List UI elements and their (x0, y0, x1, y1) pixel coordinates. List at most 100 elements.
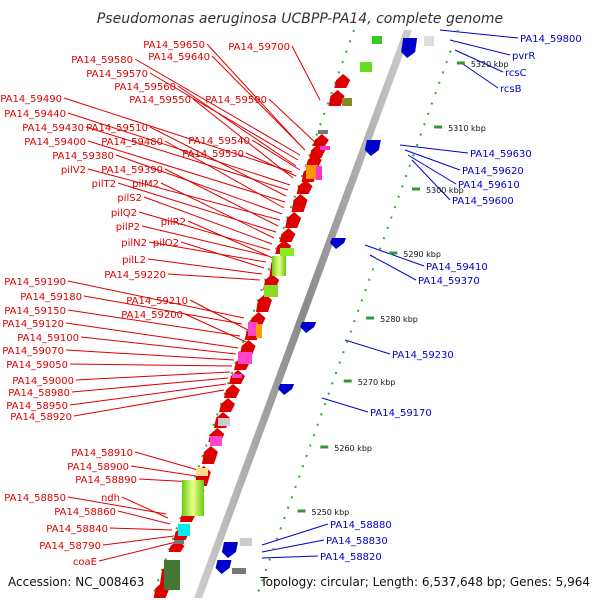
feature-block[interactable] (256, 324, 262, 338)
gene-label-left[interactable]: PA14_59550 (129, 95, 191, 106)
gene-label-left[interactable]: PA14_59700 (228, 42, 290, 53)
gene-label-left[interactable]: PA14_58980 (8, 388, 70, 399)
feature-block[interactable] (232, 374, 242, 378)
gene-arrow-reverse[interactable] (364, 140, 381, 156)
gene-label-left[interactable]: PA14_58900 (67, 462, 129, 473)
gene-label-left[interactable]: PA14_58890 (75, 475, 137, 486)
gene-label-left[interactable]: pilR2 (161, 217, 186, 228)
gene-label-right[interactable]: pvrR (512, 51, 535, 62)
gene-label-left[interactable]: PA14_59380 (52, 151, 114, 162)
gene-arrow-reverse[interactable] (221, 542, 238, 558)
gene-label-left[interactable]: PA14_59640 (148, 52, 210, 63)
feature-block[interactable] (238, 352, 252, 364)
gene-label-left[interactable]: pilN2 (121, 238, 147, 249)
gene-label-left[interactable]: PA14_59200 (121, 310, 183, 321)
gene-label-left[interactable]: PA14_59480 (101, 137, 163, 148)
gene-label-left[interactable]: PA14_59490 (0, 94, 62, 105)
gene-label-left[interactable]: PA14_59400 (24, 137, 86, 148)
gene-label-left[interactable]: PA14_59220 (104, 270, 166, 281)
gene-label-left[interactable]: PA14_59570 (86, 69, 148, 80)
gene-label-left[interactable]: PA14_59190 (4, 277, 66, 288)
gene-label-left[interactable]: PA14_58910 (71, 448, 133, 459)
gene-label-left[interactable]: PA14_59070 (2, 346, 64, 357)
gene-arrow-reverse[interactable] (401, 38, 418, 58)
feature-block[interactable] (318, 130, 328, 134)
gene-label-left[interactable]: pilT2 (92, 179, 116, 190)
gene-label-left[interactable]: PA14_59120 (2, 319, 64, 330)
feature-block[interactable] (316, 166, 322, 180)
gene-label-left[interactable]: PA14_59100 (17, 333, 79, 344)
feature-block[interactable] (182, 480, 204, 516)
feature-block[interactable] (424, 36, 434, 46)
feature-block[interactable] (320, 146, 330, 150)
gene-label-left[interactable]: PA14_59000 (12, 376, 74, 387)
feature-block[interactable] (218, 418, 230, 426)
gene-arrow-forward[interactable] (305, 154, 322, 168)
gene-label-right[interactable]: PA14_59600 (452, 196, 514, 207)
gene-label-right[interactable]: PA14_58880 (330, 520, 392, 531)
gene-label-right[interactable]: PA14_59230 (392, 350, 454, 361)
gene-arrow-forward[interactable] (285, 212, 302, 228)
gene-label-left[interactable]: pilL2 (122, 255, 146, 266)
gene-label-right[interactable]: rcsB (500, 84, 522, 95)
feature-block[interactable] (178, 524, 190, 536)
gene-label-left[interactable]: PA14_59440 (4, 109, 66, 120)
feature-block[interactable] (272, 256, 286, 276)
gene-arrow-forward[interactable] (201, 446, 218, 464)
gene-label-right[interactable]: PA14_59410 (426, 262, 488, 273)
gene-label-left[interactable]: PA14_59050 (6, 360, 68, 371)
feature-block[interactable] (232, 568, 246, 574)
gene-arrow-forward[interactable] (312, 134, 329, 146)
gene-label-right[interactable]: PA14_59630 (470, 149, 532, 160)
gene-label-left[interactable]: PA14_59650 (143, 40, 205, 51)
gene-arrow-forward[interactable] (219, 398, 236, 412)
gene-label-right[interactable]: PA14_59170 (370, 408, 432, 419)
feature-block[interactable] (164, 560, 180, 590)
gene-label-left[interactable]: pilQ2 (111, 208, 137, 219)
gene-label-left[interactable]: PA14_58950 (6, 401, 68, 412)
gene-label-left[interactable]: PA14_59430 (22, 123, 84, 134)
gene-label-right[interactable]: PA14_59800 (520, 34, 582, 45)
gene-label-left[interactable]: PA14_59210 (126, 296, 188, 307)
gene-label-left[interactable]: PA14_59540 (188, 136, 250, 147)
gene-label-right[interactable]: rcsC (505, 68, 527, 79)
feature-block[interactable] (360, 62, 372, 72)
gene-label-right[interactable]: PA14_58830 (326, 536, 388, 547)
feature-block[interactable] (196, 468, 208, 476)
feature-block[interactable] (280, 248, 294, 256)
gene-label-left[interactable]: PA14_58790 (39, 541, 101, 552)
feature-block[interactable] (210, 436, 222, 446)
gene-arrow-forward[interactable] (279, 228, 296, 242)
gene-arrow-forward[interactable] (223, 384, 240, 398)
gene-label-left[interactable]: pilM2 (132, 179, 159, 190)
gene-label-left[interactable]: pilP2 (116, 222, 140, 233)
gene-label-left[interactable]: ndh (101, 493, 120, 504)
gene-arrow-forward[interactable] (328, 90, 345, 106)
gene-label-left[interactable]: PA14_59560 (114, 82, 176, 93)
gene-label-left[interactable]: PA14_58850 (4, 493, 66, 504)
feature-block[interactable] (248, 322, 258, 336)
gene-label-left[interactable]: PA14_58920 (10, 412, 72, 423)
gene-label-right[interactable]: PA14_59620 (462, 166, 524, 177)
gene-arrow-reverse[interactable] (330, 238, 347, 249)
gene-arrow-forward[interactable] (296, 180, 313, 194)
feature-block[interactable] (264, 285, 278, 297)
gene-arrow-reverse[interactable] (300, 322, 317, 333)
gene-label-right[interactable]: PA14_58820 (320, 552, 382, 563)
feature-block[interactable] (342, 98, 352, 106)
feature-block[interactable] (306, 165, 318, 179)
gene-label-left[interactable]: PA14_59150 (4, 306, 66, 317)
gene-label-left[interactable]: PA14_58860 (54, 507, 116, 518)
gene-label-left[interactable]: pilS2 (117, 193, 142, 204)
gene-arrow-forward[interactable] (291, 194, 308, 212)
gene-label-left[interactable]: PA14_59530 (182, 149, 244, 160)
gene-label-right[interactable]: PA14_59610 (458, 180, 520, 191)
gene-label-right[interactable]: PA14_59370 (418, 276, 480, 287)
gene-arrow-reverse[interactable] (215, 560, 232, 574)
gene-arrow-forward[interactable] (255, 294, 272, 312)
feature-block[interactable] (372, 36, 382, 44)
gene-label-left[interactable]: PA14_59580 (71, 55, 133, 66)
gene-label-left[interactable]: pilO2 (153, 238, 179, 249)
gene-label-left[interactable]: PA14_59390 (101, 165, 163, 176)
gene-arrow-forward[interactable] (334, 74, 351, 88)
